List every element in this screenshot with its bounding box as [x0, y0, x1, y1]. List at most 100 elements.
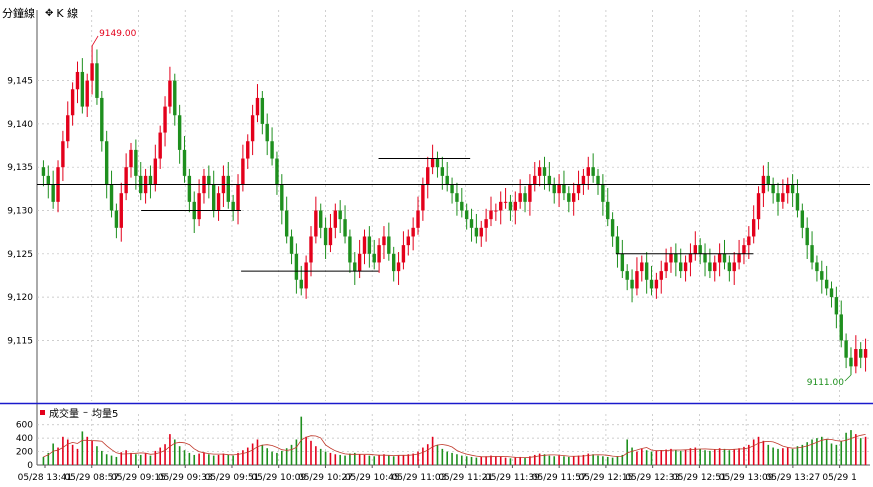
candle-body	[353, 262, 357, 272]
volume-bar	[91, 440, 93, 465]
candle-body	[576, 184, 581, 194]
volume-bar	[183, 450, 186, 465]
candle-body	[260, 97, 265, 124]
volume-y-tick-label: 0	[27, 461, 33, 471]
volume-bar	[456, 454, 458, 465]
candle-body	[533, 175, 537, 185]
candle-body	[455, 193, 459, 202]
candle-body	[688, 253, 693, 263]
candle-body	[61, 141, 65, 168]
candle-body	[129, 149, 133, 168]
minute-chart-button[interactable]: 分鐘線	[2, 5, 35, 21]
candle-body	[601, 184, 605, 202]
candle-body	[460, 201, 464, 211]
candle-body	[610, 219, 615, 237]
volume-bar	[650, 451, 653, 465]
candle-body	[284, 210, 289, 237]
volume-bar	[271, 451, 273, 465]
volume-legend-label: 成交量	[49, 409, 79, 420]
volume-bar	[470, 456, 473, 465]
volume-bar	[465, 456, 468, 465]
volume-bar	[723, 448, 726, 465]
candle-body	[542, 167, 547, 176]
volume-bar	[164, 444, 166, 465]
candle-body	[421, 184, 425, 211]
volume-bar	[582, 454, 585, 465]
candle-body	[756, 193, 761, 220]
candle-body	[659, 271, 663, 280]
candle-body	[751, 219, 756, 237]
volume-bar	[864, 436, 867, 465]
volume-bar	[71, 444, 74, 465]
volume-bar	[392, 456, 395, 465]
volume-bar	[193, 454, 196, 465]
volume-bar	[198, 453, 200, 465]
volume-bar	[645, 450, 648, 465]
volume-bar	[353, 452, 356, 465]
candle-body	[679, 262, 683, 272]
volume-bar	[412, 453, 414, 465]
x-tick-label: 05/29 11:57	[532, 473, 587, 483]
volume-bar	[480, 456, 483, 465]
x-tick-label: 05/28 13:41	[18, 473, 73, 483]
candle-body	[197, 193, 201, 220]
candle-body	[630, 279, 634, 289]
candle-body	[158, 132, 162, 159]
volume-bar	[222, 453, 225, 465]
candle-body	[839, 314, 843, 341]
candle-body	[153, 158, 158, 185]
volume-bar	[752, 439, 755, 465]
volume-bar	[358, 454, 361, 465]
volume-bar	[845, 432, 847, 465]
x-tick-label: 05/29 09:51	[205, 473, 260, 483]
candle-body	[250, 115, 255, 142]
volume-bar	[791, 448, 794, 465]
candle-body	[654, 279, 659, 289]
volume-bar	[757, 436, 760, 465]
volume-bar	[636, 451, 638, 465]
candle-body	[776, 193, 780, 202]
volume-bar	[42, 456, 45, 465]
volume-bar	[728, 450, 731, 465]
volume-bar	[563, 456, 565, 465]
volume-bar	[704, 450, 706, 465]
candle-body	[615, 236, 620, 254]
candle-body	[489, 210, 493, 220]
x-tick-label: 05/29 12:15	[579, 473, 634, 483]
volume-bar	[786, 447, 789, 465]
volume-bar	[227, 454, 230, 465]
volume-bar	[533, 454, 536, 465]
low-annotation-leader	[844, 374, 852, 382]
volume-bar	[602, 456, 604, 465]
candle-body	[693, 245, 698, 254]
candle-body	[786, 184, 790, 194]
volume-bar	[266, 448, 269, 465]
volume-bar	[96, 446, 98, 465]
volume-bar	[689, 448, 692, 465]
candle-body	[810, 245, 814, 263]
volume-bar	[684, 449, 687, 465]
volume-bar	[718, 448, 721, 465]
candle-body	[328, 227, 333, 246]
volume-bar	[679, 450, 682, 465]
volume-legend-dash: –	[83, 407, 88, 418]
candle-body	[552, 184, 556, 194]
volume-bar	[796, 446, 799, 465]
volume-bar	[329, 452, 332, 465]
volume-bar	[460, 455, 463, 465]
candle-body	[644, 262, 649, 280]
volume-bar	[422, 447, 424, 465]
volume-bar	[675, 450, 677, 465]
candle-body	[742, 245, 746, 254]
candle-body	[51, 184, 55, 202]
candle-body	[747, 236, 751, 246]
candle-body	[323, 227, 328, 246]
kline-chart-button[interactable]: ✥ K 線	[45, 5, 78, 21]
volume-bar	[709, 450, 711, 465]
candle-body	[377, 245, 381, 263]
volume-bar	[251, 443, 254, 465]
candle-body	[528, 184, 532, 202]
volume-bar	[665, 449, 667, 465]
candle-body	[163, 106, 167, 133]
candle-body	[294, 253, 299, 280]
